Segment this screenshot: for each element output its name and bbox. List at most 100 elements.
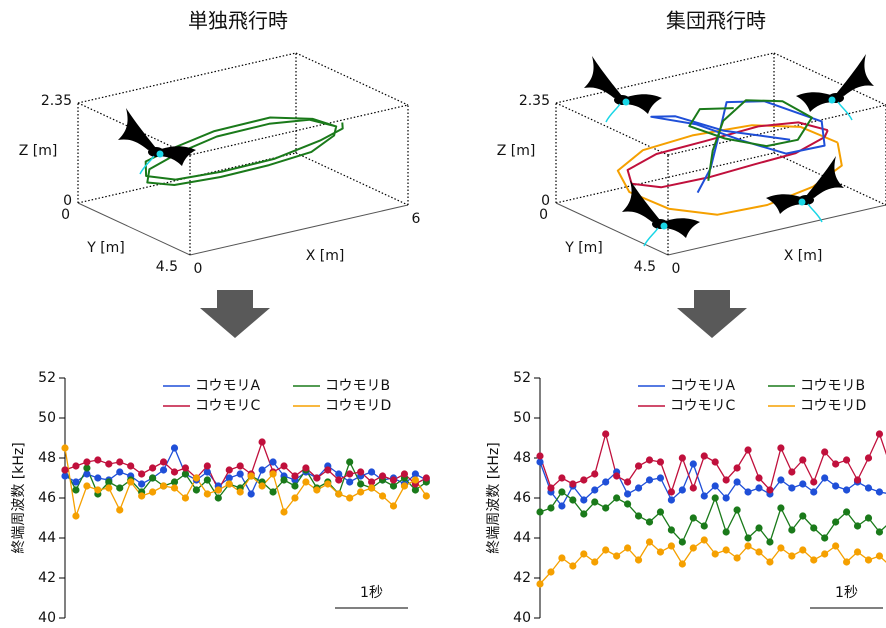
data-point [138,480,145,487]
data-point [138,492,145,499]
y-tick-label: 42 [513,570,531,586]
data-point [204,476,211,483]
trajectory [651,101,824,192]
chart-title: 単独飛行時 [188,9,288,33]
y-tick-label: 48 [38,450,56,466]
data-point [269,458,276,465]
data-point [357,468,364,475]
data-point [138,470,145,477]
data-point [744,488,751,495]
data-point [723,476,730,483]
legend-label: コウモリC [670,398,735,414]
data-point [843,456,850,463]
data-point [690,514,697,521]
scale-bar-label: 1秒 [360,585,383,601]
data-point [259,482,266,489]
box-edge [556,153,774,203]
data-point [679,538,686,545]
data-point [843,486,850,493]
data-point [149,474,156,481]
data-point [215,494,222,501]
data-point [237,488,244,495]
data-point [591,498,598,505]
y-tick-label: 52 [38,370,56,386]
data-point [390,476,397,483]
data-point [313,474,320,481]
data-point [723,528,730,535]
y-tick-label: 0 [61,207,70,223]
y-axis-title: Y [m] [564,240,603,256]
y-tick-label: 46 [513,490,531,506]
data-point [832,482,839,489]
data-point [613,472,620,479]
x-axis-title: X [m] [784,248,823,264]
data-point [269,470,276,477]
data-point [536,580,543,587]
data-point [149,464,156,471]
figure: 単独飛行時02.3504.506Z [m]Y [m]X [m]集団飛行時02.3… [0,0,886,628]
data-point [799,546,806,553]
data-point [701,492,708,499]
data-point [160,482,167,489]
data-point [646,518,653,525]
data-point [324,480,331,487]
data-point [346,478,353,485]
data-point [865,454,872,461]
data-point [821,448,828,455]
z-axis-title: Z [m] [19,143,58,159]
bat-icon [796,54,874,120]
data-point [259,438,266,445]
legend-label: コウモリB [800,378,865,394]
data-point [810,488,817,495]
data-point [569,480,576,487]
data-point [821,474,828,481]
data-point [854,476,861,483]
data-point [313,486,320,493]
data-point [865,514,872,521]
page: 単独飛行時02.3504.506Z [m]Y [m]X [m]集団飛行時02.3… [0,0,886,628]
data-point [712,550,719,557]
data-point [248,472,255,479]
data-point [701,452,708,459]
data-point [357,488,364,495]
data-point [690,484,697,491]
data-point [280,476,287,483]
data-point [171,484,178,491]
data-point [843,558,850,565]
data-point [357,480,364,487]
data-point [423,474,430,481]
data-point [116,506,123,513]
data-point [668,496,675,503]
arrow [200,290,270,338]
z-axis-title: Z [m] [497,143,536,159]
data-point [580,496,587,503]
data-point [712,494,719,501]
data-point [679,486,686,493]
data-point [613,494,620,501]
data-point [788,484,795,491]
data-point [810,524,817,531]
arrow [677,290,747,338]
legend-label: コウモリD [800,398,866,414]
data-point [580,550,587,557]
data-point [368,468,375,475]
data-point [72,462,79,469]
data-point [204,490,211,497]
data-point [94,456,101,463]
y-axis-title: 終端周波数 [kHz] [11,442,27,553]
y-axis-title: Y [m] [86,240,125,256]
data-point [635,512,642,519]
data-point [215,486,222,493]
data-point [657,508,664,515]
data-point [832,518,839,525]
data-point [646,538,653,545]
data-point [788,526,795,533]
data-point [94,486,101,493]
data-point [160,466,167,473]
data-point [876,488,883,495]
data-point [821,550,828,557]
x-tick-label: 0 [672,261,681,277]
axis-line [190,205,408,255]
y-axis-title: 終端周波数 [kHz] [486,442,502,553]
data-point [591,470,598,477]
